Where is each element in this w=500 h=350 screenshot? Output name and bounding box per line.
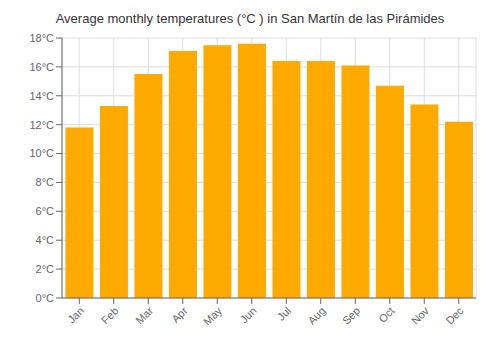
svg-text:Oct: Oct bbox=[376, 304, 397, 325]
svg-text:6°C: 6°C bbox=[36, 205, 55, 217]
svg-text:18°C: 18°C bbox=[29, 32, 54, 44]
svg-text:Sep: Sep bbox=[340, 304, 362, 326]
svg-text:0°C: 0°C bbox=[36, 292, 55, 304]
svg-text:12°C: 12°C bbox=[29, 119, 54, 131]
svg-text:Jun: Jun bbox=[238, 304, 259, 325]
svg-text:Aug: Aug bbox=[305, 304, 327, 326]
svg-text:Jul: Jul bbox=[275, 304, 293, 322]
svg-text:4°C: 4°C bbox=[36, 234, 55, 246]
svg-text:14°C: 14°C bbox=[29, 90, 54, 102]
svg-text:Jan: Jan bbox=[65, 304, 86, 325]
svg-text:8°C: 8°C bbox=[36, 176, 55, 188]
html-text:Average monthly temperatures (: Average monthly temperatures (°C ) in Sa… bbox=[55, 11, 445, 26]
svg-text:10°C: 10°C bbox=[29, 147, 54, 159]
svg-text:Mar: Mar bbox=[133, 304, 155, 326]
svg-text:Feb: Feb bbox=[99, 304, 121, 326]
svg-text:2°C: 2°C bbox=[36, 263, 55, 275]
svg-text:16°C: 16°C bbox=[29, 61, 54, 73]
svg-text:May: May bbox=[201, 304, 225, 328]
svg-text:Apr: Apr bbox=[169, 304, 190, 325]
svg-text:Nov: Nov bbox=[409, 304, 432, 327]
svg-text:Dec: Dec bbox=[443, 304, 466, 327]
